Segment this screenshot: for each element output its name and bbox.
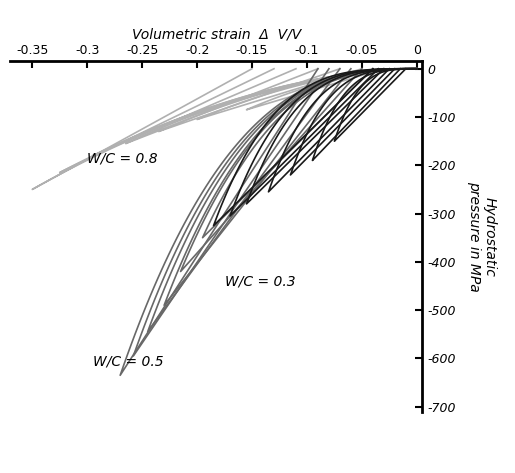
Text: W/C = 0.8: W/C = 0.8 — [87, 152, 158, 166]
Text: W/C = 0.3: W/C = 0.3 — [225, 275, 295, 289]
Y-axis label: Hydrostatic
pressure in MPa: Hydrostatic pressure in MPa — [467, 181, 497, 292]
Text: W/C = 0.5: W/C = 0.5 — [93, 355, 163, 368]
X-axis label: Volumetric strain  Δ  V/V: Volumetric strain Δ V/V — [132, 27, 301, 41]
